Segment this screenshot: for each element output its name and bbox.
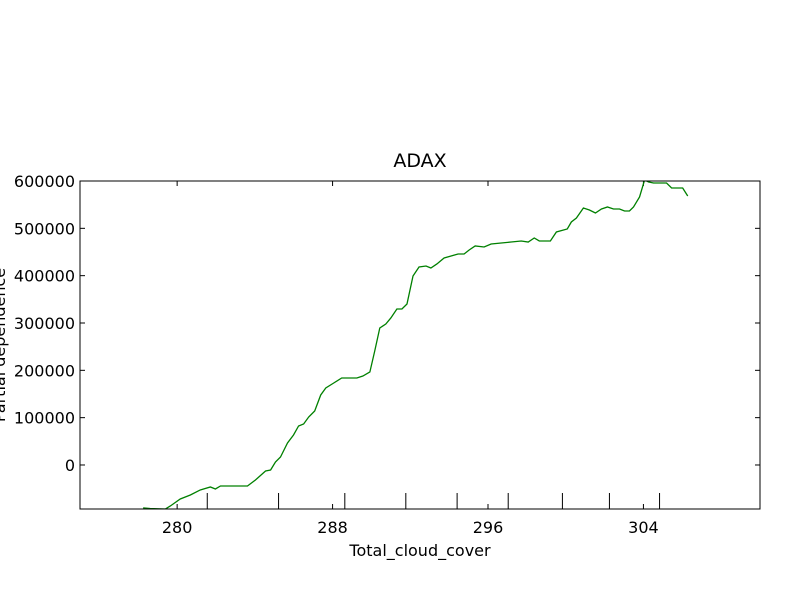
y-tick-label: 600000 [14, 172, 75, 191]
plot-frame [79, 180, 761, 510]
y-tick-label: 400000 [14, 267, 75, 286]
y-tick-label: 100000 [14, 409, 75, 428]
x-tick-label: 288 [317, 518, 348, 537]
y-tick-label: 200000 [14, 361, 75, 380]
chart-title: ADAX [393, 150, 446, 172]
y-tick-label: 300000 [14, 314, 75, 333]
y-tick-label: 500000 [14, 219, 75, 238]
y-axis-label: Partial dependence [0, 268, 9, 422]
x-tick-label: 296 [473, 518, 504, 537]
x-axis-label: Total_cloud_cover [348, 541, 491, 561]
y-tick-label: 0 [65, 456, 75, 475]
data-line [143, 181, 689, 509]
x-tick-label: 280 [162, 518, 193, 537]
x-tick-label: 304 [628, 518, 659, 537]
